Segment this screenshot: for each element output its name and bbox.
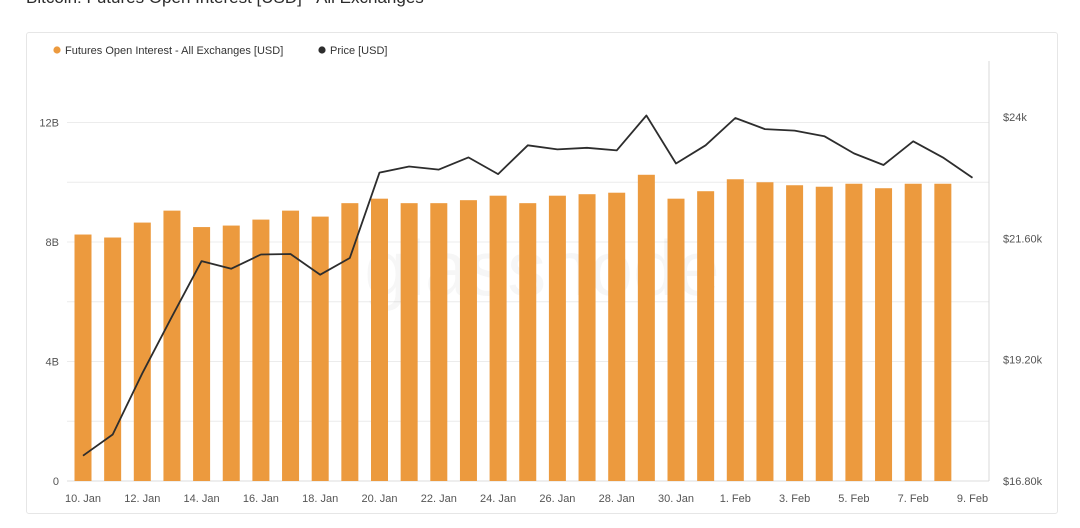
bar[interactable] [667,198,685,481]
bar[interactable] [252,219,270,481]
bar[interactable] [934,183,952,481]
bar[interactable] [726,179,744,481]
x-tick-label: 5. Feb [838,493,869,505]
legend-swatch-price [318,46,326,54]
legend-label-open-interest[interactable]: Futures Open Interest - All Exchanges [U… [65,45,283,57]
bar[interactable] [311,216,329,481]
x-tick-label: 7. Feb [898,493,929,505]
y-right-tick-label: $21.60k [1003,233,1043,245]
left-axis-ticks: 0 4B 8B 12B [39,118,59,489]
bar[interactable] [341,203,359,481]
bar[interactable] [459,200,477,482]
price-line [82,114,974,457]
bar[interactable] [637,174,655,481]
x-tick-label: 18. Jan [302,493,338,505]
chart-card: glassnode 0 4B 8B 12B $16.80k $19.20k $21.60k… [26,32,1058,514]
bar[interactable] [786,185,804,482]
bar[interactable] [756,182,774,481]
bar[interactable] [430,203,448,481]
bar-series [74,174,952,482]
y-right-tick-label: $24k [1003,112,1027,124]
y-right-tick-label: $19.20k [1003,355,1043,367]
bar[interactable] [548,195,566,481]
x-tick-label: 12. Jan [124,493,160,505]
bar[interactable] [400,203,418,481]
legend-swatch-open-interest [53,46,61,54]
y-left-tick-label: 8B [46,237,59,249]
bar[interactable] [193,227,211,481]
bar[interactable] [163,210,181,481]
bar[interactable] [904,183,922,481]
legend: Futures Open Interest - All Exchanges [U… [53,45,387,57]
bar[interactable] [578,194,596,481]
bar[interactable] [282,210,300,481]
x-tick-label: 9. Feb [957,493,988,505]
x-axis-ticks: 10. Jan 12. Jan 14. Jan 16. Jan 18. Jan 20. J… [65,493,988,505]
bar[interactable] [875,188,893,481]
bar[interactable] [845,183,863,481]
x-tick-label: 1. Feb [720,493,751,505]
x-tick-label: 22. Jan [421,493,457,505]
x-tick-label: 3. Feb [779,493,810,505]
bar[interactable] [104,237,122,481]
bar[interactable] [371,198,388,481]
x-tick-label: 26. Jan [539,493,575,505]
page-title: Bitcoin: Futures Open Interest [USD] - A… [26,0,424,8]
y-left-tick-label: 0 [53,476,59,488]
y-left-tick-label: 12B [39,118,59,130]
x-tick-label: 14. Jan [184,493,220,505]
legend-label-price[interactable]: Price [USD] [330,45,387,57]
bar[interactable] [697,191,715,481]
x-tick-label: 10. Jan [65,493,101,505]
bar[interactable] [519,203,537,481]
bar[interactable] [133,222,151,482]
bar[interactable] [489,195,507,481]
x-tick-label: 16. Jan [243,493,279,505]
bar[interactable] [608,192,626,482]
x-tick-label: 20. Jan [361,493,397,505]
y-left-tick-label: 4B [46,357,59,369]
x-tick-label: 30. Jan [658,493,694,505]
bar[interactable] [222,225,240,481]
bar[interactable] [74,234,92,481]
x-tick-label: 28. Jan [599,493,635,505]
right-axis-ticks: $16.80k $19.20k $21.60k $24k [1003,112,1043,488]
y-right-tick-label: $16.80k [1003,476,1043,488]
bar[interactable] [815,186,833,481]
x-tick-label: 24. Jan [480,493,516,505]
